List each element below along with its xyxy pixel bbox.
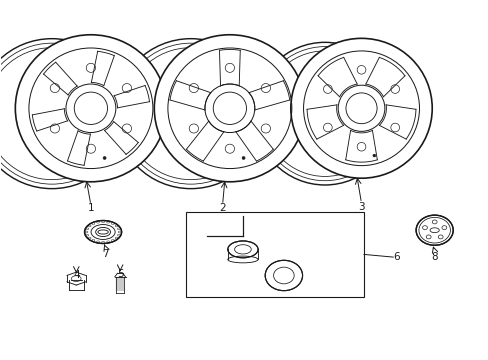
Text: 3: 3 (358, 202, 364, 212)
Text: 5: 5 (117, 269, 123, 279)
Ellipse shape (372, 154, 375, 157)
Text: 1: 1 (87, 203, 94, 213)
Text: 4: 4 (73, 270, 80, 280)
Bar (185, 212, 363, 297)
Ellipse shape (15, 35, 166, 182)
Ellipse shape (154, 35, 305, 182)
Ellipse shape (84, 221, 122, 243)
Ellipse shape (103, 157, 106, 159)
Ellipse shape (415, 215, 452, 245)
Text: 8: 8 (430, 252, 437, 262)
Ellipse shape (242, 157, 244, 159)
Ellipse shape (227, 241, 258, 258)
Ellipse shape (290, 39, 431, 178)
Ellipse shape (264, 260, 302, 291)
Text: 2: 2 (219, 203, 225, 213)
Text: 7: 7 (102, 249, 109, 259)
Text: 6: 6 (392, 252, 399, 262)
